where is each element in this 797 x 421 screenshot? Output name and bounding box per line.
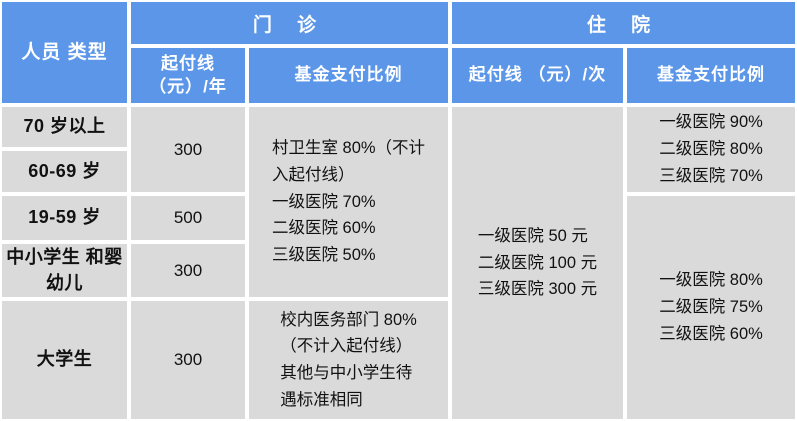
header-group-inpatient: 住 院: [450, 0, 797, 46]
inpatient-ratio-line: 二级医院 75%: [659, 298, 763, 317]
header-group-outpatient: 门 诊: [129, 0, 450, 46]
outpatient-ratio-line: 二级医院 60%: [271, 219, 376, 238]
person-type-cell: 大学生: [0, 299, 129, 421]
outpatient-ratio-line: 三级医院 50%: [271, 246, 376, 265]
inpatient-ratio-lines: 一级医院 80% 二级医院 75% 三级医院 60%: [659, 267, 763, 347]
outpatient-deductible-cell: 300: [129, 299, 247, 421]
inpatient-deductible-line: 二级医院 100 元: [477, 253, 598, 272]
inpatient-ratio-line: 三级医院 60%: [659, 324, 763, 343]
outpatient-ratio-line: 其他与中小学生待: [280, 364, 413, 382]
person-type-cell: 70 岁以上: [0, 105, 129, 149]
outpatient-ratio-line: 入起付线）: [271, 165, 355, 184]
outpatient-deductible-cell: 300: [129, 105, 247, 194]
header-row-groups: 人员 类型 门 诊 住 院: [0, 0, 797, 105]
header-outpatient-ratio: 基金支付比例: [247, 46, 450, 105]
outpatient-ratio-line: 村卫生室 80%（不计: [271, 139, 426, 158]
outpatient-ratio-lines: 村卫生室 80%（不计 入起付线） 一级医院 70% 二级医院 60% 三级医院…: [272, 135, 425, 269]
table-row: 大学生 300 校内医务部门 80% （不计入起付线） 其他与中小学生待 遇标准…: [0, 299, 797, 421]
inpatient-ratio-line: 三级医院 70%: [659, 166, 763, 185]
header-person-type-line2: 类型: [67, 41, 108, 63]
outpatient-ratio-line: 一级医院 70%: [271, 192, 376, 211]
header-inpatient-deductible: 起付线 （元）/次: [450, 46, 625, 105]
header-outpatient-deductible-line2: （元）/年: [149, 76, 227, 96]
inpatient-ratio-line: 一级医院 80%: [659, 271, 763, 290]
outpatient-ratio-lines: 校内医务部门 80% （不计入起付线） 其他与中小学生待 遇标准相同: [280, 307, 417, 414]
inpatient-ratio-line: 二级医院 80%: [659, 140, 763, 159]
inpatient-ratio-lines: 一级医院 90% 二级医院 80% 三级医院 70%: [659, 109, 763, 189]
header-inpatient-deductible-line1: 起付线: [468, 65, 523, 85]
header-outpatient-deductible-line1: 起付线: [161, 53, 215, 73]
outpatient-ratio-cell: 校内医务部门 80% （不计入起付线） 其他与中小学生待 遇标准相同: [247, 299, 450, 421]
inpatient-ratio-line: 一级医院 90%: [659, 113, 763, 132]
person-type-line1: 中小学生: [6, 247, 81, 268]
outpatient-deductible-cell: 300: [129, 242, 247, 299]
person-type-line2: 和婴幼儿: [46, 247, 123, 293]
table-row: 60-69 岁: [0, 149, 797, 194]
inpatient-deductible-lines: 一级医院 50 元 二级医院 100 元 三级医院 300 元: [478, 223, 597, 303]
person-type-cell: 19-59 岁: [0, 194, 129, 242]
person-type-cell: 60-69 岁: [0, 149, 129, 194]
table-row: 19-59 岁 500 一级医院 80% 二级医院 75% 三级医院 60%: [0, 194, 797, 421]
person-type-cell: 中小学生 和婴幼儿: [0, 242, 129, 299]
table-row: 70 岁以上 300 村卫生室 80%（不计 入起付线） 一级医院 70% 二级…: [0, 105, 797, 421]
outpatient-ratio-line: 校内医务部门 80%: [280, 310, 417, 329]
outpatient-ratio-line: 遇标准相同: [280, 390, 363, 409]
header-inpatient-ratio: 基金支付比例: [625, 46, 797, 105]
outpatient-ratio-line: （不计入起付线）: [280, 337, 413, 356]
outpatient-ratio-cell: 村卫生室 80%（不计 入起付线） 一级医院 70% 二级医院 60% 三级医院…: [247, 105, 450, 299]
inpatient-deductible-line: 一级医院 50 元: [477, 226, 588, 245]
inpatient-ratio-cell: 一级医院 90% 二级医院 80% 三级医院 70%: [625, 105, 797, 194]
header-person-type-line1: 人员: [21, 41, 62, 63]
table-row: 中小学生 和婴幼儿 300: [0, 242, 797, 299]
inpatient-deductible-cell: 一级医院 50 元 二级医院 100 元 三级医院 300 元: [450, 105, 625, 421]
header-inpatient-deductible-line2: （元）/次: [528, 65, 607, 85]
header-person-type: 人员 类型: [0, 0, 129, 105]
header-row-subheaders: 起付线 （元）/年 基金支付比例 起付线 （元）/次 基金支付比例: [0, 46, 797, 105]
inpatient-ratio-cell: 一级医院 80% 二级医院 75% 三级医院 60%: [625, 194, 797, 421]
outpatient-deductible-cell: 500: [129, 194, 247, 242]
inpatient-deductible-line: 三级医院 300 元: [477, 280, 598, 299]
header-outpatient-deductible: 起付线 （元）/年: [129, 46, 247, 105]
